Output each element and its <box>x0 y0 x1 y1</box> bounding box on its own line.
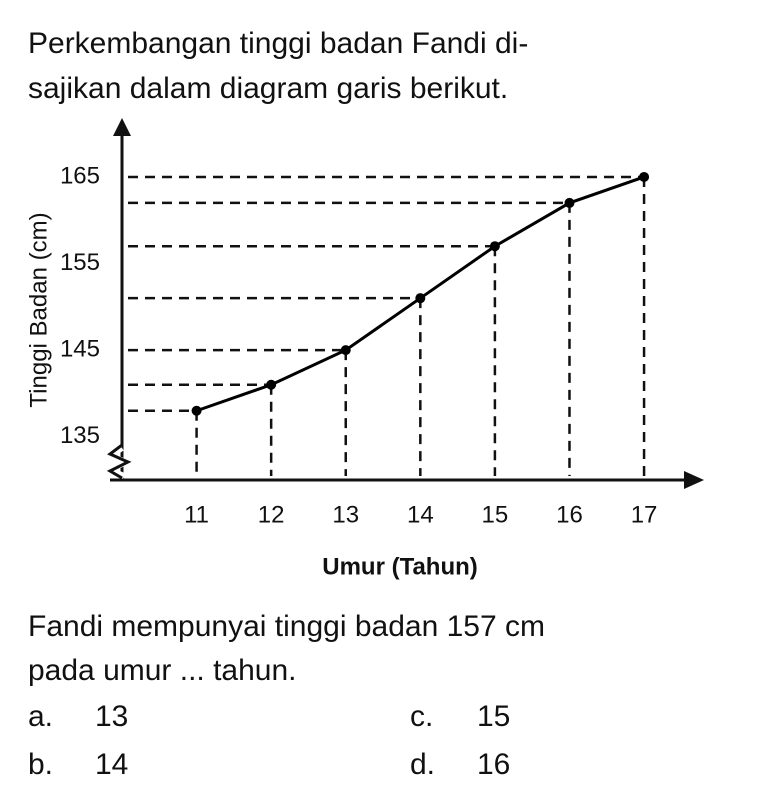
y-tick-label: 145 <box>60 335 100 362</box>
option-letter: a. <box>28 700 53 733</box>
x-tick-label: 13 <box>332 501 359 528</box>
option-letter: c. <box>410 700 433 733</box>
x-tick-label: 11 <box>184 501 209 528</box>
option-text: 14 <box>95 748 128 781</box>
option-letter: d. <box>410 748 435 781</box>
axis-break <box>106 443 132 480</box>
y-tick-label: 135 <box>60 422 100 449</box>
data-point <box>639 171 650 182</box>
x-tick-label: 17 <box>631 501 658 528</box>
y-axis-label: Tinggi Badan (cm) <box>25 212 52 407</box>
intro-line: Perkembangan tinggi badan Fandi di- <box>28 27 528 60</box>
data-point <box>191 405 202 416</box>
y-arrow <box>113 118 131 136</box>
question-line: Fandi mempunyai tinggi badan 157 cm <box>28 610 545 643</box>
x-arrow <box>684 471 704 489</box>
y-tick-label: 165 <box>60 162 100 189</box>
option-text: 16 <box>477 748 510 781</box>
x-axis-label: Umur (Tahun) <box>322 553 478 580</box>
data-point <box>415 293 426 304</box>
x-tick-label: 12 <box>258 501 285 528</box>
option-text: 15 <box>477 700 510 733</box>
x-tick-label: 16 <box>556 501 583 528</box>
x-tick-label: 15 <box>482 501 509 528</box>
intro-line: sajikan dalam diagram garis berikut. <box>28 72 508 105</box>
data-point <box>266 379 277 390</box>
option-letter: b. <box>28 748 53 781</box>
y-tick-label: 155 <box>60 249 100 276</box>
question-line: pada umur ... tahun. <box>28 654 297 687</box>
data-point <box>564 197 575 208</box>
data-point <box>489 241 500 252</box>
option-text: 13 <box>95 700 128 733</box>
x-tick-label: 14 <box>407 501 434 528</box>
data-point <box>340 345 351 356</box>
